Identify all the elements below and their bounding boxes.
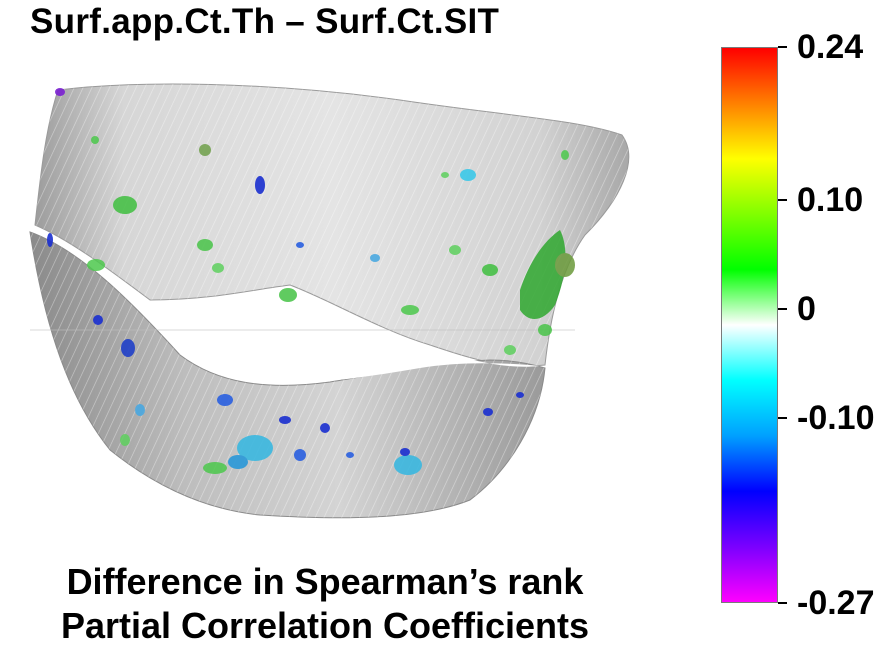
bone-surface-render	[29, 83, 630, 519]
colorbar-tick	[778, 416, 787, 419]
colorbar-tick	[778, 46, 787, 48]
colorbar	[721, 47, 778, 603]
colorbar-tick-label: 0.10	[797, 180, 864, 219]
caption-line-1: Difference in Spearman’s rank	[66, 561, 584, 602]
colorbar-tick-label: -0.27	[797, 584, 875, 622]
negative-patches	[47, 88, 524, 475]
colorbar-tick-label: -0.10	[797, 398, 875, 437]
colorbar-tick-label: 0.24	[797, 28, 864, 66]
figure-title: Surf.app.Ct.Th – Surf.Ct.SIT	[30, 2, 500, 41]
caption-line-2: Partial Correlation Coefficients	[60, 605, 590, 646]
colorbar-tick	[778, 198, 787, 201]
positive-patches	[87, 136, 575, 474]
colorbar-tick	[778, 602, 787, 604]
central-opening	[150, 287, 540, 383]
colorbar-tick-label: 0	[797, 289, 816, 328]
colorbar-tick	[778, 307, 787, 310]
figure-caption: Difference in Spearman’s rank Partial Co…	[0, 560, 650, 648]
